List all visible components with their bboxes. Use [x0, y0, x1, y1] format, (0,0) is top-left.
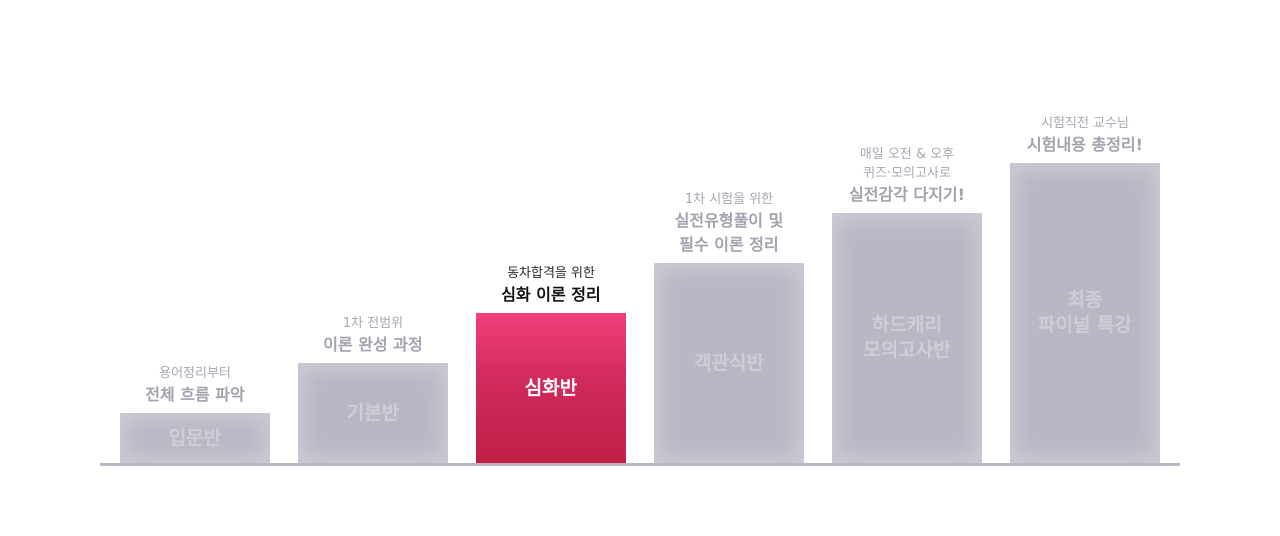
caption-main-0: 전체 흐름 파악	[145, 385, 245, 404]
bar-3: 객관식반	[654, 263, 804, 463]
caption-main-2: 심화 이론 정리	[501, 285, 601, 304]
bar-0: 입문반	[120, 413, 270, 463]
chart-baseline	[100, 463, 1180, 466]
bar-label-5: 최종 파이널 특강	[1037, 289, 1132, 336]
bar-4: 하드캐리 모의고사반	[832, 213, 982, 463]
caption-sub-5: 시험직전 교수님	[1041, 116, 1129, 131]
bar-5: 최종 파이널 특강	[1010, 163, 1160, 463]
bar-2: 심화반	[476, 313, 626, 463]
caption-sub-3: 1차 시험을 위한	[684, 192, 774, 207]
caption-main-1: 이론 완성 과정	[323, 335, 423, 354]
bar-1: 기본반	[298, 363, 448, 463]
caption-main-3: 실전유형풀이 및 필수 이론 정리	[674, 211, 784, 254]
bar-label-1: 기본반	[346, 401, 400, 424]
bar-label-0: 입문반	[168, 426, 222, 449]
bar-label-2: 심화반	[524, 376, 578, 399]
caption-sub-2: 동차합격을 위한	[507, 266, 595, 281]
caption-sub-4: 매일 오전 & 오후 퀴즈·모의고사로	[859, 147, 955, 181]
bar-label-4: 하드캐리 모의고사반	[863, 314, 951, 361]
bar-label-3: 객관식반	[694, 351, 764, 374]
caption-sub-0: 용어정리부터	[159, 366, 231, 381]
caption-main-5: 시험내용 총정리!	[1027, 135, 1143, 154]
caption-sub-1: 1차 전범위	[342, 316, 404, 331]
caption-main-4: 실전감각 다지기!	[849, 185, 965, 204]
